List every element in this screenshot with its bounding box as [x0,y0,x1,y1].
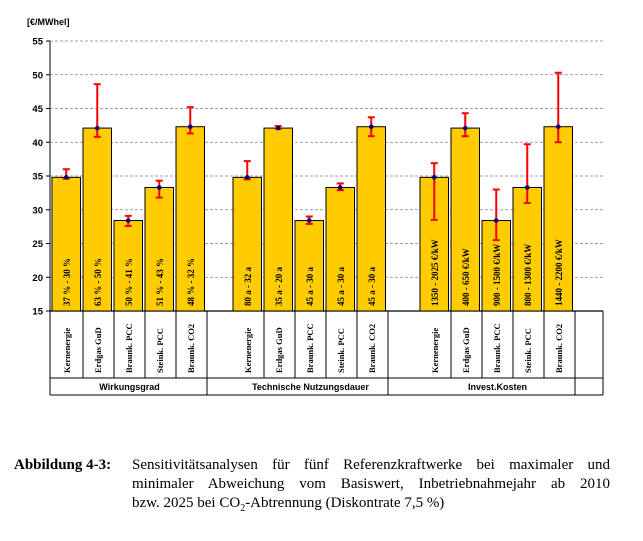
bar [175,126,205,312]
bar-value-label: 45 a - 30 a [367,267,377,306]
value-marker [306,218,312,223]
category-label: Kernenergie [243,327,253,373]
y-tick-label: 25 [32,239,43,250]
category-label: Braunk. CO2 [186,324,196,373]
bar-value-label: 45 a - 30 a [305,267,315,306]
value-marker [156,185,162,190]
bar-value-label: 1350 - 2025 €/kW [430,239,440,306]
group-label: Technische Nutzungsdauer [252,382,369,392]
bar-value-label: 51 % - 43 % [155,258,165,306]
bar [512,186,542,312]
group-label: Invest.Kosten [468,382,527,392]
bar-value-label: 400 - 650 €/kW [461,248,471,306]
y-tick-label: 35 [32,172,43,183]
value-marker [368,124,374,130]
category-label: Braunk. CO2 [367,324,377,373]
bar [294,220,324,312]
value-marker [275,125,281,131]
value-marker [431,175,437,180]
value-marker [125,218,131,223]
category-label: Kernenergie [62,327,72,373]
y-axis-label: [€/MWhel] [27,17,70,27]
y-tick-label: 55 [32,37,43,48]
bar-value-label: 1440 - 2200 €/kW [554,239,564,306]
category-label: Braunk. CO2 [554,324,564,373]
bar-value-label: 900 - 1500 €/kW [492,244,502,306]
value-marker [244,175,250,180]
value-marker [524,185,530,190]
y-tick-label: 40 [32,138,43,149]
y-tick-label: 20 [32,273,43,284]
category-label: Erdgas GuD [461,327,471,373]
category-label: Steink. PCC [523,328,533,373]
value-marker [63,175,69,180]
bar-value-label: 45 a - 30 a [336,267,346,306]
value-marker [493,218,499,223]
bar-value-label: 48 % - 32 % [186,258,196,306]
caption-text: Sensitivitätsanalysen für fünf Referenzk… [132,456,610,518]
value-marker [187,124,193,130]
category-label: Steink. PCC [336,328,346,373]
bar [113,220,143,312]
value-marker [462,125,468,131]
sensitivity-chart: 15 20 25 30 35 40 45 50 55 [€/MWhel] 37 % - 30 % Ke… [27,17,604,396]
bar [51,176,81,312]
category-label: Braunk. PCC [492,323,502,373]
caption-line-3: bzw. 2025 bei CO2-Abtrennung (Diskontrat… [132,495,445,514]
bar [232,176,262,312]
bar [450,127,480,312]
caption-label: Abbildung 4-3: [14,457,112,473]
bar-value-label: 800 - 1300 €/kW [523,244,533,306]
y-tick-label: 15 [32,307,43,318]
group-label: Wirkungsgrad [99,382,159,392]
bar [82,127,112,312]
category-label: Steink. PCC [155,328,165,373]
bar-value-label: 80 a - 32 a [243,267,253,306]
category-label: Erdgas GuD [93,327,103,373]
caption-line-1: Sensitivitätsanalysen für fünf Referenzk… [132,457,610,473]
bar [263,127,293,312]
bar-value-label: 37 % - 30 % [62,258,72,306]
y-tick-label: 50 [32,70,43,81]
category-label: Erdgas GuD [274,327,284,373]
bar-value-label: 63 % - 50 % [93,258,103,306]
value-marker [94,125,100,131]
category-label: Braunk. PCC [124,323,134,373]
category-label: Kernenergie [430,327,440,373]
caption-line-2: minimaler Abweichung vom Basiswert, Inbe… [132,476,610,492]
bar [144,186,174,312]
y-tick-label: 30 [32,205,43,216]
bar [325,186,355,312]
bar-value-label: 35 a - 20 a [274,267,284,306]
bar [356,126,386,312]
bar-value-label: 50 % - 41 % [124,258,134,306]
category-label: Braunk. PCC [305,323,315,373]
y-tick-label: 45 [32,104,43,115]
value-marker [555,124,561,130]
value-marker [337,185,343,190]
